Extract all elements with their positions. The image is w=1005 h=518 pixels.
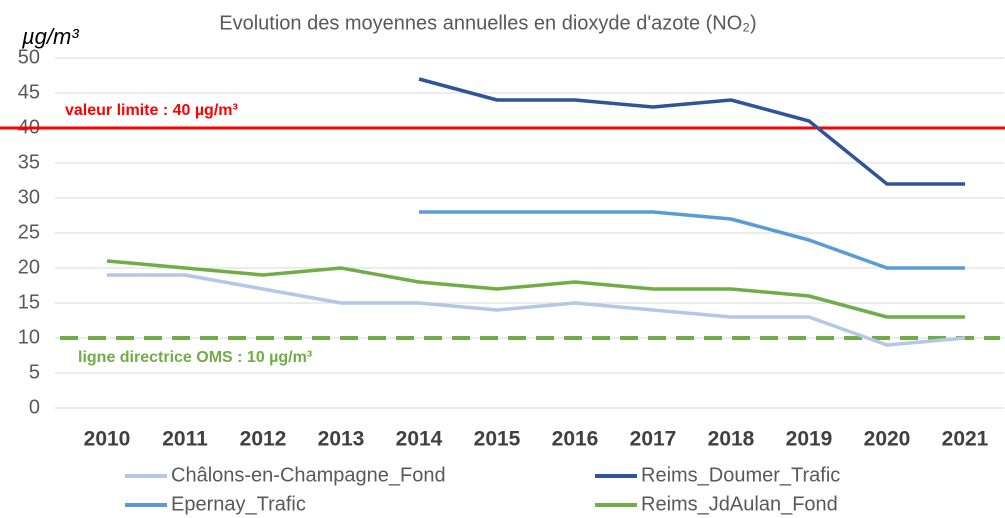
x-tick-label: 2019 (786, 428, 833, 451)
y-tick-label: 5 (29, 361, 40, 383)
x-tick-label: 2012 (240, 428, 287, 451)
y-tick-label: 35 (18, 151, 40, 173)
reference-label: valeur limite : 40 µg/m³ (65, 102, 238, 119)
y-tick-label: 10 (18, 326, 40, 348)
x-tick-label: 2013 (318, 428, 365, 451)
series-line (107, 273, 966, 347)
legend-label: Châlons-en-Champagne_Fond (171, 464, 446, 486)
y-tick-label: 15 (18, 291, 40, 313)
x-tick-label: 2018 (708, 428, 755, 451)
x-tick-label: 2015 (474, 428, 521, 451)
y-axis-label: µg/m³ (21, 24, 79, 49)
legend-label: Epernay_Trafic (171, 493, 306, 515)
reference-label: ligne directrice OMS : 10 µg/m³ (78, 349, 312, 366)
y-tick-label: 50 (18, 46, 40, 68)
x-tick-label: 2016 (552, 428, 599, 451)
y-tick-label: 0 (29, 396, 40, 418)
series-line (418, 77, 965, 186)
series-line (419, 210, 965, 270)
y-tick-label: 20 (18, 256, 40, 278)
chart-title: Evolution des moyennes annuelles en diox… (219, 12, 756, 34)
x-tick-label: 2020 (864, 428, 911, 451)
series-line (106, 259, 965, 319)
x-tick-label: 2010 (84, 428, 131, 451)
legend-label: Reims_JdAulan_Fond (641, 493, 838, 515)
y-tick-label: 45 (18, 81, 40, 103)
y-tick-label: 30 (18, 186, 40, 208)
legend-label: Reims_Doumer_Trafic (641, 464, 840, 486)
x-tick-label: 2017 (630, 428, 677, 451)
x-tick-label: 2014 (396, 428, 443, 451)
x-tick-label: 2021 (942, 428, 989, 451)
y-tick-label: 25 (18, 221, 40, 243)
x-tick-label: 2011 (162, 428, 208, 451)
